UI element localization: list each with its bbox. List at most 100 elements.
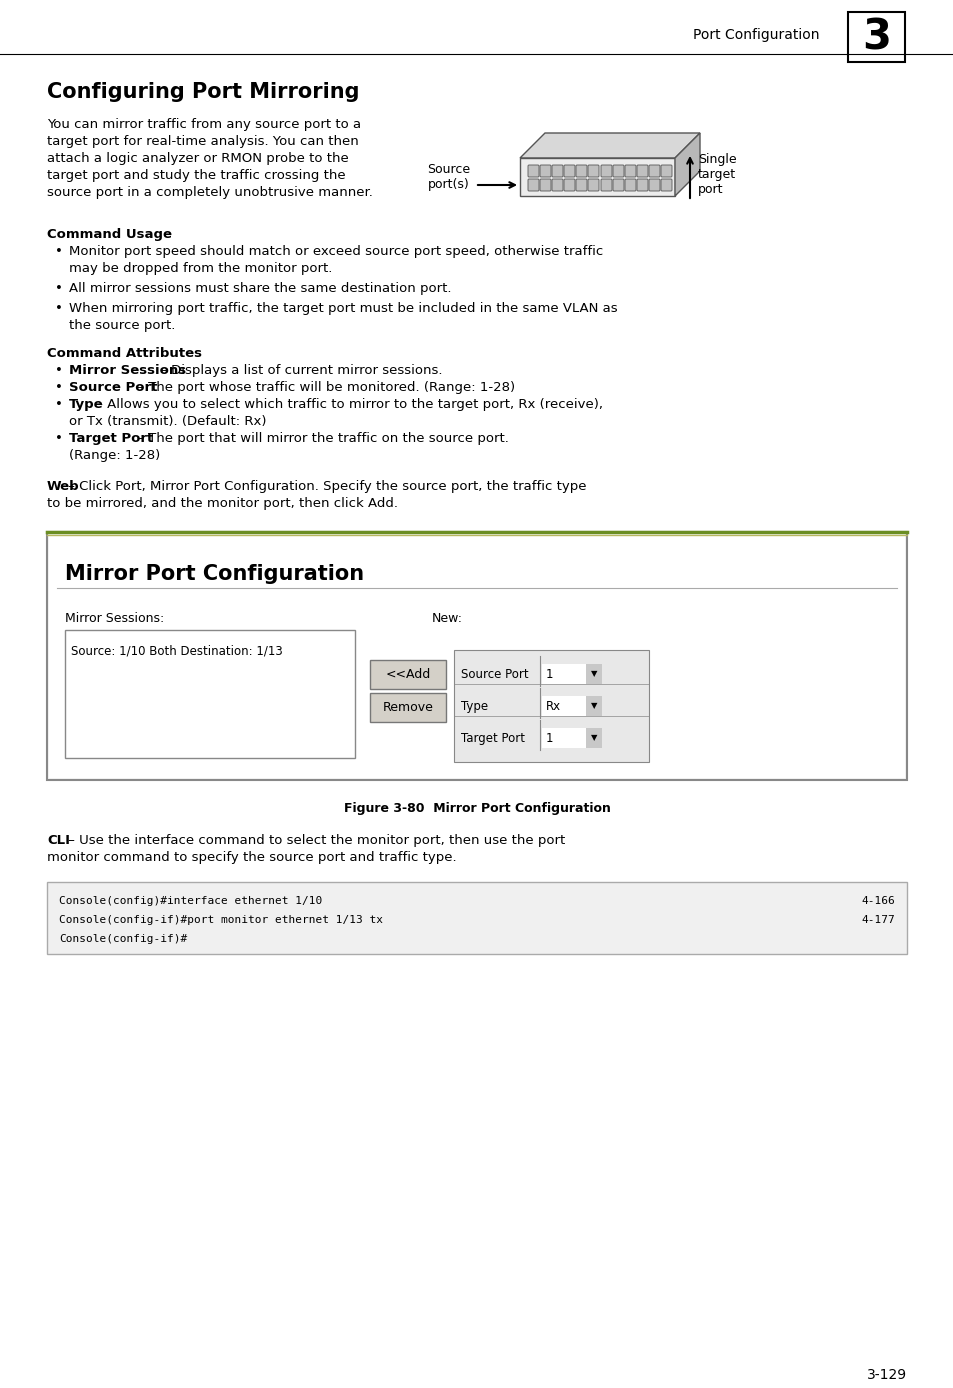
FancyBboxPatch shape bbox=[613, 179, 623, 192]
Text: Console(config-if)#port monitor ethernet 1/13 tx: Console(config-if)#port monitor ethernet… bbox=[59, 915, 382, 924]
Text: (Range: 1-28): (Range: 1-28) bbox=[69, 448, 160, 462]
FancyBboxPatch shape bbox=[563, 165, 575, 178]
Text: Type: Type bbox=[69, 398, 104, 411]
Text: ▼: ▼ bbox=[590, 733, 597, 743]
FancyBboxPatch shape bbox=[370, 661, 446, 688]
FancyBboxPatch shape bbox=[527, 165, 538, 178]
FancyBboxPatch shape bbox=[624, 179, 636, 192]
FancyBboxPatch shape bbox=[576, 179, 586, 192]
Polygon shape bbox=[519, 133, 700, 158]
Text: 3: 3 bbox=[862, 17, 890, 58]
Text: Command Usage: Command Usage bbox=[47, 228, 172, 242]
Text: attach a logic analyzer or RMON probe to the: attach a logic analyzer or RMON probe to… bbox=[47, 153, 349, 165]
FancyBboxPatch shape bbox=[563, 179, 575, 192]
Text: Source Port: Source Port bbox=[69, 380, 157, 394]
Text: target port for real-time analysis. You can then: target port for real-time analysis. You … bbox=[47, 135, 358, 149]
Text: or Tx (transmit). (Default: Rx): or Tx (transmit). (Default: Rx) bbox=[69, 415, 266, 428]
Text: the source port.: the source port. bbox=[69, 319, 175, 332]
Text: When mirroring port traffic, the target port must be included in the same VLAN a: When mirroring port traffic, the target … bbox=[69, 303, 617, 315]
FancyBboxPatch shape bbox=[539, 179, 551, 192]
Text: •: • bbox=[55, 432, 63, 446]
Text: 3-129: 3-129 bbox=[866, 1369, 906, 1382]
FancyBboxPatch shape bbox=[585, 663, 601, 684]
FancyBboxPatch shape bbox=[541, 663, 585, 684]
Text: •: • bbox=[55, 303, 63, 315]
Text: ▼: ▼ bbox=[590, 669, 597, 679]
Text: CLI: CLI bbox=[47, 834, 70, 847]
FancyBboxPatch shape bbox=[65, 630, 355, 758]
Text: – Click Port, Mirror Port Configuration. Specify the source port, the traffic ty: – Click Port, Mirror Port Configuration.… bbox=[65, 480, 586, 493]
Text: Source
port(s): Source port(s) bbox=[426, 162, 470, 192]
FancyBboxPatch shape bbox=[600, 179, 612, 192]
FancyBboxPatch shape bbox=[541, 727, 585, 748]
Text: – Displays a list of current mirror sessions.: – Displays a list of current mirror sess… bbox=[156, 364, 442, 378]
Text: Single
target
port: Single target port bbox=[698, 153, 736, 196]
Text: may be dropped from the monitor port.: may be dropped from the monitor port. bbox=[69, 262, 332, 275]
FancyBboxPatch shape bbox=[648, 179, 659, 192]
FancyBboxPatch shape bbox=[370, 693, 446, 722]
Text: target port and study the traffic crossing the: target port and study the traffic crossi… bbox=[47, 169, 345, 182]
Text: Web: Web bbox=[47, 480, 79, 493]
Text: Monitor port speed should match or exceed source port speed, otherwise traffic: Monitor port speed should match or excee… bbox=[69, 246, 602, 258]
Polygon shape bbox=[519, 158, 675, 196]
Text: – Allows you to select which traffic to mirror to the target port, Rx (receive),: – Allows you to select which traffic to … bbox=[92, 398, 602, 411]
Text: •: • bbox=[55, 380, 63, 394]
Text: Mirror Sessions: Mirror Sessions bbox=[69, 364, 186, 378]
FancyBboxPatch shape bbox=[49, 534, 904, 779]
FancyBboxPatch shape bbox=[539, 165, 551, 178]
Text: Source Port: Source Port bbox=[460, 668, 528, 682]
Text: – The port whose traffic will be monitored. (Range: 1-28): – The port whose traffic will be monitor… bbox=[133, 380, 515, 394]
Text: You can mirror traffic from any source port to a: You can mirror traffic from any source p… bbox=[47, 118, 361, 130]
Text: Mirror Port Configuration: Mirror Port Configuration bbox=[65, 564, 364, 584]
Text: – The port that will mirror the traffic on the source port.: – The port that will mirror the traffic … bbox=[133, 432, 509, 446]
FancyBboxPatch shape bbox=[585, 727, 601, 748]
Text: Command Attributes: Command Attributes bbox=[47, 347, 202, 359]
FancyBboxPatch shape bbox=[600, 165, 612, 178]
FancyBboxPatch shape bbox=[637, 165, 647, 178]
Text: Rx: Rx bbox=[545, 700, 560, 713]
FancyBboxPatch shape bbox=[552, 179, 562, 192]
Text: 1: 1 bbox=[545, 668, 553, 682]
Text: Console(config)#interface ethernet 1/10: Console(config)#interface ethernet 1/10 bbox=[59, 897, 322, 906]
FancyBboxPatch shape bbox=[527, 179, 538, 192]
Text: Source: 1/10 Both Destination: 1/13: Source: 1/10 Both Destination: 1/13 bbox=[71, 644, 282, 657]
Text: source port in a completely unobtrusive manner.: source port in a completely unobtrusive … bbox=[47, 186, 373, 198]
Text: All mirror sessions must share the same destination port.: All mirror sessions must share the same … bbox=[69, 282, 451, 296]
Text: ▼: ▼ bbox=[590, 701, 597, 711]
Text: New:: New: bbox=[432, 612, 462, 625]
Text: •: • bbox=[55, 364, 63, 378]
FancyBboxPatch shape bbox=[552, 165, 562, 178]
FancyBboxPatch shape bbox=[660, 179, 671, 192]
Text: 4-177: 4-177 bbox=[861, 915, 894, 924]
FancyBboxPatch shape bbox=[624, 165, 636, 178]
FancyBboxPatch shape bbox=[847, 12, 904, 62]
FancyBboxPatch shape bbox=[660, 165, 671, 178]
FancyBboxPatch shape bbox=[47, 532, 906, 780]
FancyBboxPatch shape bbox=[454, 650, 648, 762]
Text: •: • bbox=[55, 282, 63, 296]
Text: Target Port: Target Port bbox=[69, 432, 153, 446]
Text: <<Add: <<Add bbox=[385, 668, 430, 682]
FancyBboxPatch shape bbox=[613, 165, 623, 178]
Polygon shape bbox=[675, 133, 700, 196]
Text: Configuring Port Mirroring: Configuring Port Mirroring bbox=[47, 82, 359, 101]
FancyBboxPatch shape bbox=[587, 165, 598, 178]
Text: to be mirrored, and the monitor port, then click Add.: to be mirrored, and the monitor port, th… bbox=[47, 497, 397, 509]
FancyBboxPatch shape bbox=[585, 695, 601, 716]
Text: Port Configuration: Port Configuration bbox=[693, 28, 820, 42]
Text: •: • bbox=[55, 398, 63, 411]
Text: Target Port: Target Port bbox=[460, 731, 524, 745]
Text: Type: Type bbox=[460, 700, 488, 713]
Text: monitor command to specify the source port and traffic type.: monitor command to specify the source po… bbox=[47, 851, 456, 863]
FancyBboxPatch shape bbox=[648, 165, 659, 178]
Text: 1: 1 bbox=[545, 731, 553, 745]
FancyBboxPatch shape bbox=[541, 695, 585, 716]
Text: Console(config-if)#: Console(config-if)# bbox=[59, 934, 187, 944]
FancyBboxPatch shape bbox=[576, 165, 586, 178]
FancyBboxPatch shape bbox=[47, 881, 906, 954]
Text: •: • bbox=[55, 246, 63, 258]
Text: Figure 3-80  Mirror Port Configuration: Figure 3-80 Mirror Port Configuration bbox=[343, 802, 610, 815]
FancyBboxPatch shape bbox=[637, 179, 647, 192]
Text: – Use the interface command to select the monitor port, then use the port: – Use the interface command to select th… bbox=[65, 834, 565, 847]
Text: Remove: Remove bbox=[382, 701, 433, 713]
